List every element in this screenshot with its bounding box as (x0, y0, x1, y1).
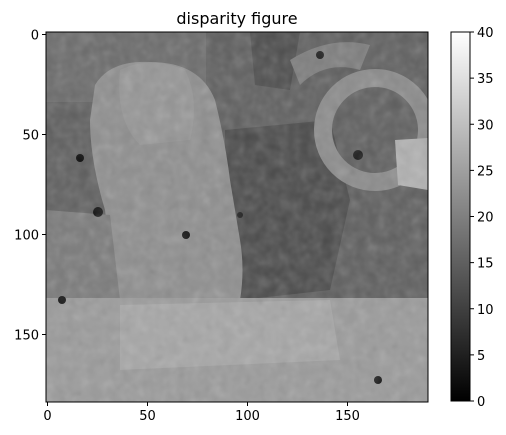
x-axis: 0 50 100 150 (43, 402, 360, 424)
colorbar-tick-label: 15 (477, 257, 494, 272)
x-tick-label: 100 (235, 409, 260, 424)
colorbar-axis: 0 5 10 15 20 25 30 35 40 (470, 26, 494, 410)
y-tick-label: 150 (14, 329, 39, 344)
colorbar-tick-label: 5 (477, 349, 485, 364)
plot-frame (45, 31, 429, 403)
colorbar-tick-label: 0 (477, 395, 485, 410)
colorbar-tick-label: 20 (477, 211, 494, 226)
y-tick-label: 100 (14, 229, 39, 244)
y-axis: 0 50 100 150 (14, 29, 46, 344)
x-tick-label: 50 (139, 409, 156, 424)
colorbar-tick-label: 10 (477, 303, 494, 318)
chart-title: disparity figure (176, 9, 297, 28)
colorbar-tick-label: 40 (477, 26, 494, 41)
y-tick-label: 0 (31, 29, 39, 44)
colorbar-tick-label: 35 (477, 72, 494, 87)
colorbar-tick-label: 30 (477, 118, 494, 133)
y-tick-label: 50 (22, 129, 39, 144)
x-tick-label: 0 (43, 409, 51, 424)
disparity-heatmap (46, 32, 428, 402)
texture-overlay (46, 32, 428, 402)
colorbar-tick-label: 25 (477, 164, 494, 179)
x-tick-label: 150 (335, 409, 360, 424)
colorbar (450, 31, 471, 402)
